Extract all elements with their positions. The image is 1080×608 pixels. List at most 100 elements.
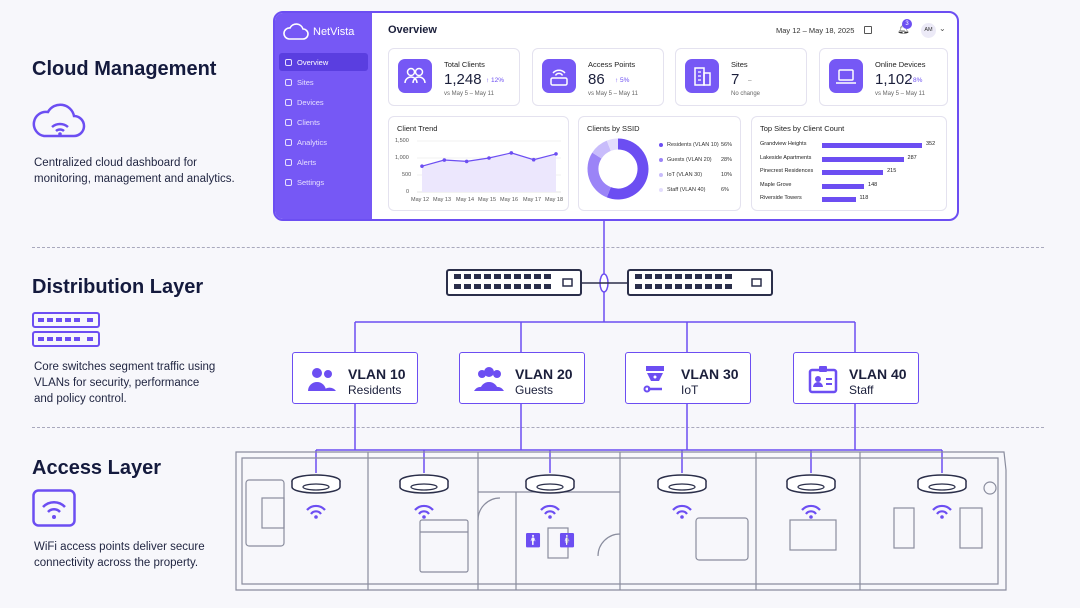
access-point	[398, 472, 450, 527]
page-title: Overview	[388, 24, 437, 36]
sidebar-nav: Overview Sites Devices Clients Analytics…	[279, 53, 368, 193]
bell-icon	[285, 158, 292, 166]
stat-label: Sites	[731, 60, 748, 69]
site-bar	[822, 184, 865, 189]
legend-item: IoT (VLAN 30)	[659, 172, 702, 178]
legend-dot	[659, 143, 663, 147]
dashboard-sidebar: NetVista Overview Sites Devices Clients …	[275, 13, 372, 219]
avatar[interactable]: AM	[921, 23, 936, 38]
sidebar-item-devices[interactable]: Devices	[279, 93, 368, 111]
stat-value: 86	[588, 71, 605, 88]
stat-sub: vs May 5 – May 11	[588, 91, 638, 97]
y-tick-label: 0	[406, 189, 410, 195]
sidebar-item-overview[interactable]: Overview	[279, 53, 368, 71]
notification-badge: 3	[902, 19, 912, 29]
donut-slice	[592, 140, 612, 159]
sidebar-item-alerts[interactable]: Alerts	[279, 153, 368, 171]
sidebar-item-settings[interactable]: Settings	[279, 173, 368, 191]
legend-dot	[659, 158, 663, 162]
core-switch-2	[627, 269, 773, 296]
access-point	[524, 472, 576, 527]
date-range-picker[interactable]: May 12 – May 18, 2025	[776, 26, 855, 35]
site-value-label: 215	[887, 168, 897, 174]
sidebar-item-label: Clients	[297, 117, 320, 127]
devices-icon	[285, 98, 292, 106]
access-point	[916, 472, 968, 527]
sidebar-item-label: Alerts	[297, 157, 317, 167]
distribution-layer-title: Distribution Layer	[32, 276, 204, 298]
core-switch-1	[446, 269, 582, 296]
site-name: Grandview Heights	[760, 141, 807, 147]
cloud-layer-desc-1: Centralized cloud dashboard for	[34, 157, 198, 169]
legend-label: Residents (VLAN 10)	[667, 142, 719, 148]
legend-dot	[659, 188, 663, 192]
x-tick-label: May 14	[456, 197, 475, 203]
router-icon	[542, 59, 576, 93]
x-tick-label: May 16	[500, 197, 519, 203]
x-tick-label: May 17	[523, 197, 542, 203]
legend-pct: 28%	[721, 157, 733, 163]
sidebar-item-label: Sites	[297, 77, 314, 87]
x-tick-label: May 18	[545, 197, 564, 203]
panel-title: Clients by SSID	[587, 124, 640, 133]
x-tick-label: May 12	[411, 197, 430, 203]
stat-card-access-points[interactable]: Access Points 86 ↑ 5% vs May 5 – May 11	[532, 48, 664, 106]
brand[interactable]: NetVista	[283, 23, 354, 41]
sidebar-item-analytics[interactable]: Analytics	[279, 133, 368, 151]
sidebar-item-label: Overview	[297, 57, 329, 67]
users-icon	[398, 59, 432, 93]
cloud-dashboard: NetVista Overview Sites Devices Clients …	[273, 11, 959, 221]
access-layer-desc-1: WiFi access points deliver secure	[34, 541, 205, 553]
legend-pct: 6%	[721, 187, 729, 193]
vlan-name: VLAN 40	[849, 366, 907, 382]
cloud-layer-title: Cloud Management	[32, 58, 217, 80]
sidebar-item-clients[interactable]: Clients	[279, 113, 368, 131]
stat-delta: ↑ 8%	[908, 77, 923, 84]
stat-value: 1,248	[444, 71, 482, 88]
restroom-icon: 🚺︎	[558, 533, 576, 549]
trend-point	[509, 151, 514, 155]
client-trend-chart	[417, 140, 561, 193]
site-bar	[822, 170, 884, 175]
legend-item: Guests (VLAN 20)	[659, 157, 712, 163]
stat-label: Total Clients	[444, 60, 485, 69]
stat-delta: ↑ 5%	[615, 77, 630, 84]
x-tick-label: May 13	[433, 197, 452, 203]
stat-sub: No change	[731, 91, 761, 97]
stat-label: Online Devices	[875, 60, 926, 69]
brand-name: NetVista	[313, 26, 355, 38]
y-tick-label: 500	[402, 172, 412, 178]
building-icon	[685, 59, 719, 93]
trend-point	[442, 158, 447, 162]
notification-bell-icon[interactable]: 🔔︎	[897, 24, 910, 35]
calendar-icon[interactable]	[864, 26, 872, 34]
iot-icon	[643, 366, 664, 393]
vlan-40-box: VLAN 40 Staff	[793, 352, 919, 404]
top-sites-panel: Top Sites by Client Count Grandview Heig…	[751, 116, 947, 211]
site-bar	[822, 143, 922, 148]
site-name: Maple Grove	[760, 182, 792, 188]
restroom-icon: 🚹︎	[524, 533, 542, 549]
stat-card-sites[interactable]: Sites 7 – No change	[675, 48, 807, 106]
home-icon	[285, 58, 292, 66]
guests-icon	[474, 367, 504, 391]
access-layer-desc-2: connectivity across the property.	[34, 557, 199, 569]
stat-value: 1,102	[875, 71, 913, 88]
stat-card-total-clients[interactable]: Total Clients 1,248 ↑ 12% vs May 5 – May…	[388, 48, 520, 106]
stat-sub: vs May 5 – May 11	[875, 91, 925, 97]
site-value-label: 287	[907, 155, 917, 161]
vlan-name: VLAN 10	[348, 366, 406, 382]
switch-stack-icon	[32, 312, 100, 347]
vlan-name: VLAN 20	[515, 366, 573, 382]
dashboard-main: Overview May 12 – May 18, 2025 🔔︎ 3 AM ⌄…	[372, 13, 957, 219]
stat-card-online-devices[interactable]: Online Devices 1,102 ↑ 8% vs May 5 – May…	[819, 48, 948, 106]
donut-slice	[606, 138, 619, 151]
cloud-wifi-icon	[32, 103, 86, 138]
sidebar-item-sites[interactable]: Sites	[279, 73, 368, 91]
legend-label: Staff (VLAN 40)	[667, 187, 706, 193]
chevron-down-icon[interactable]: ⌄	[939, 24, 946, 33]
site-value-label: 352	[926, 141, 936, 147]
legend-item: Staff (VLAN 40)	[659, 187, 705, 193]
trend-point	[487, 156, 491, 160]
